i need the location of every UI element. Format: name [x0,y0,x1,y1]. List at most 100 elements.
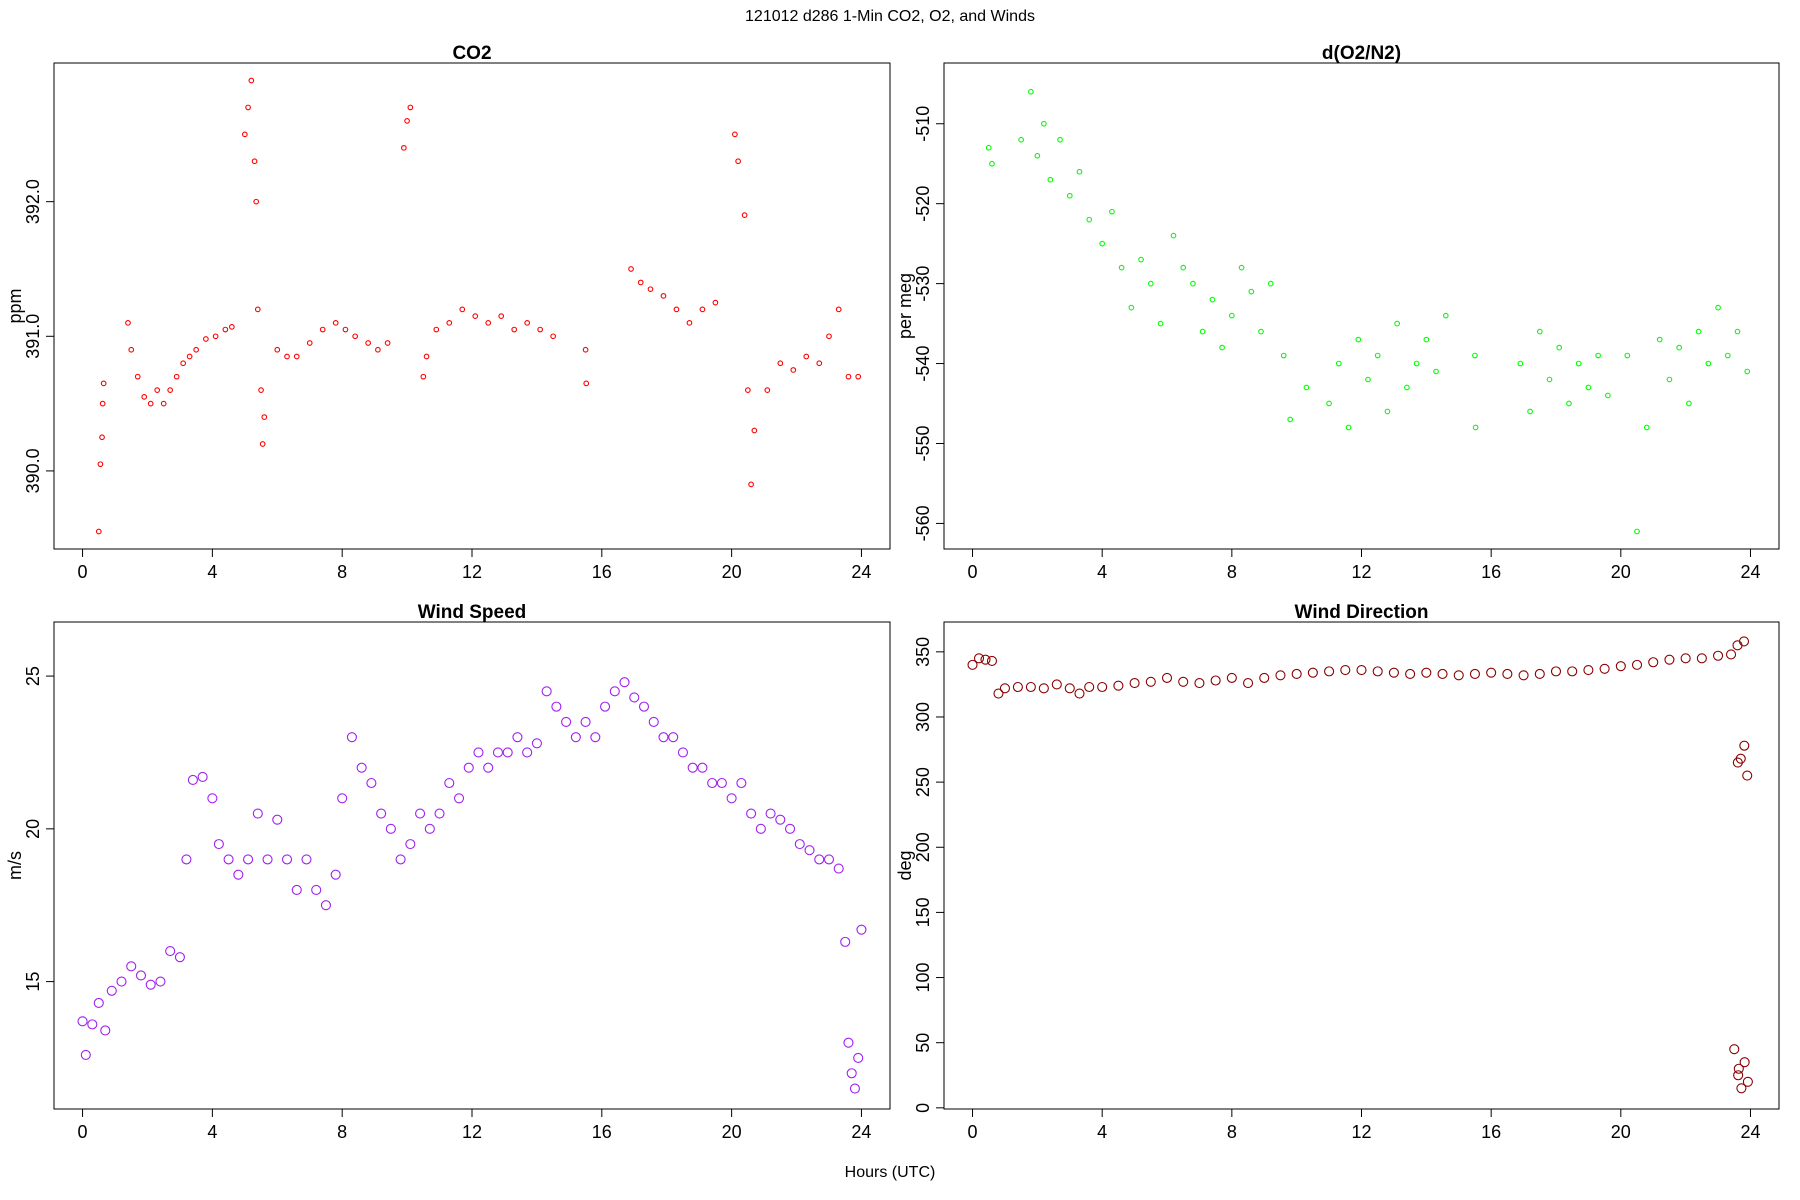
point [1732,640,1743,651]
point [638,701,650,712]
point [1664,654,1675,665]
point [186,353,193,360]
x-tick-label: 16 [1481,562,1501,582]
point [97,461,104,468]
point [125,319,131,326]
y-tick-label: 100 [913,963,933,993]
point [385,823,396,834]
point [726,793,737,804]
point [365,340,371,346]
point [193,346,199,353]
point [319,326,326,333]
point [384,340,391,346]
point [1733,1063,1744,1074]
figure-title: 121012 d286 1-Min CO2, O2, and Winds [745,8,1035,25]
point [502,747,513,758]
point [483,762,494,773]
point [580,716,591,727]
point [1656,336,1663,343]
point [707,777,718,789]
point [1326,400,1332,407]
point [1453,670,1464,681]
point [986,655,998,667]
point [511,326,518,333]
point [400,144,407,151]
point [1258,328,1264,335]
x-tick-label: 12 [462,562,482,582]
point [1631,659,1643,670]
point [993,688,1004,699]
point [1147,280,1154,287]
point [755,823,766,834]
point [93,997,104,1009]
point [472,313,479,319]
point [311,884,322,895]
point [252,808,263,819]
point [1739,740,1750,751]
point [1550,666,1562,677]
point [794,839,805,850]
point [741,212,748,218]
point [1210,675,1221,686]
point [980,654,991,665]
point [835,306,842,313]
point [1064,683,1075,694]
point [415,808,426,819]
point [375,346,381,353]
point [1433,368,1439,375]
point [174,952,185,963]
point [1113,680,1124,691]
point [1404,384,1410,391]
y-tick-label: -560 [913,505,933,541]
point [1335,360,1342,367]
point [551,701,562,712]
y-tick-label: 50 [913,1033,933,1053]
point [1280,352,1287,359]
point [1394,320,1401,327]
point [1275,670,1286,681]
point [147,400,154,407]
point [1084,681,1095,693]
point [434,808,445,819]
point [1725,649,1737,660]
point [1038,683,1049,694]
point [1097,681,1108,693]
point [1680,653,1691,664]
point [116,976,127,987]
point [306,340,313,346]
point [1034,152,1041,159]
point [1744,368,1751,375]
x-tick-label: 8 [337,1122,347,1142]
point [213,839,224,850]
point [243,854,254,865]
point [1199,328,1206,335]
point [395,854,406,865]
point [531,738,542,749]
point [1583,665,1594,676]
y-axis-label: m/s [5,851,25,880]
point [248,77,255,84]
y-tick-label: 300 [913,702,933,732]
panel-title: Wind Speed [418,602,527,623]
panel-title: d(O2/N2) [1322,43,1401,64]
x-tick-label: 20 [722,562,742,582]
point [1025,681,1036,693]
point [570,732,581,743]
point [541,686,552,697]
point [1259,672,1270,683]
x-tick-label: 16 [1481,1122,1501,1142]
point [1733,1070,1744,1081]
plot-frame [53,62,891,550]
point [1595,352,1601,359]
point [1051,679,1062,690]
point [259,441,266,447]
point [1384,408,1391,415]
point [337,793,348,804]
point [1413,360,1420,367]
point [284,353,290,360]
point [342,326,349,333]
point [1307,667,1318,678]
point [420,373,427,380]
point [697,762,708,773]
point [251,158,258,165]
